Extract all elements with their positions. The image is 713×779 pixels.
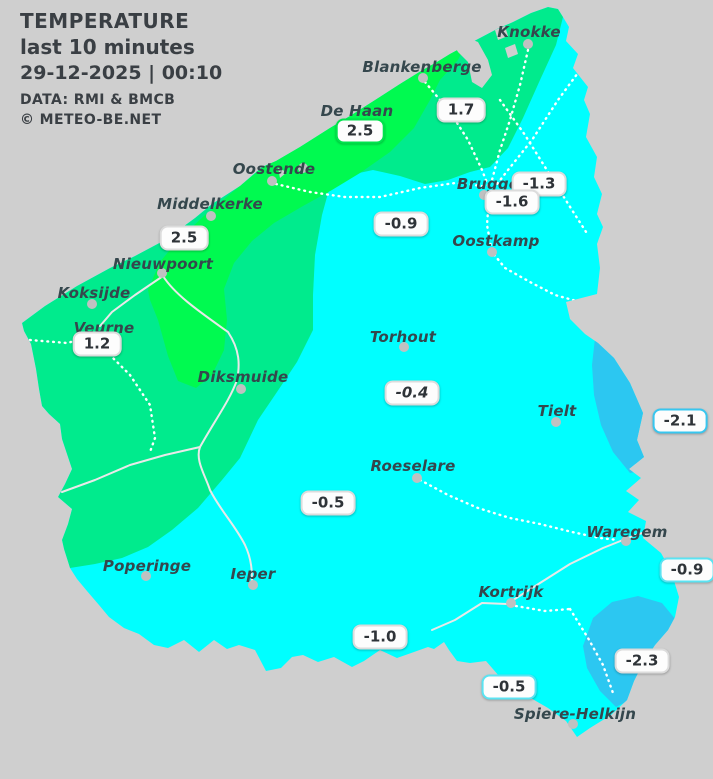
city-label-tielt: Tielt bbox=[537, 402, 577, 420]
city-label-poperinge: Poperinge bbox=[102, 557, 192, 575]
station-dot-diksmuide bbox=[236, 384, 246, 394]
station-dot-spiere bbox=[568, 719, 578, 729]
temp-badge-tielt-east: -2.1 bbox=[652, 408, 708, 434]
station-dot-poperinge bbox=[141, 571, 151, 581]
city-label-oostkamp: Oostkamp bbox=[452, 232, 540, 250]
station-dot-dehaan bbox=[298, 163, 308, 173]
temp-badge-torhout: -0.4 bbox=[384, 380, 440, 406]
temp-badge-spiere: -0.5 bbox=[481, 674, 537, 700]
station-dot-brugge bbox=[479, 190, 489, 200]
city-label-kortrijk: Kortrijk bbox=[478, 583, 544, 601]
city-label-diksmuide: Diksmuide bbox=[197, 368, 289, 386]
station-dot-knokke bbox=[523, 39, 533, 49]
subtitle: last 10 minutes bbox=[20, 35, 195, 59]
temp-badge-waregem: -0.9 bbox=[659, 557, 713, 583]
city-label-torhout: Torhout bbox=[369, 328, 437, 346]
temp-badge-dehaan: 2.5 bbox=[335, 118, 385, 144]
city-label-knokke: Knokke bbox=[497, 23, 561, 41]
city-label-koksijde: Koksijde bbox=[57, 284, 131, 302]
city-label-oostende: Oostende bbox=[232, 160, 316, 178]
city-label-blankenberge: Blankenberge bbox=[362, 58, 482, 76]
zone-spring-green bbox=[22, 7, 563, 568]
station-dot-ieper bbox=[248, 580, 258, 590]
station-dot-roeselare bbox=[412, 473, 422, 483]
station-dot-tielt bbox=[551, 417, 561, 427]
city-label-brugge: Brugge bbox=[456, 175, 520, 193]
city-label-ieper: Ieper bbox=[230, 565, 276, 583]
city-label-waregem: Waregem bbox=[586, 523, 668, 541]
station-dot-nieuwpoort bbox=[157, 268, 167, 278]
temp-badge-north: -0.9 bbox=[373, 211, 429, 237]
roads bbox=[28, 48, 620, 695]
temp-badge-veurne: 1.2 bbox=[72, 331, 122, 357]
zone-sky-blue-east bbox=[592, 338, 648, 473]
temp-badge-roeselare: -0.5 bbox=[300, 490, 356, 516]
zeebrugge-harbour bbox=[278, 24, 518, 178]
datetime-label: 29-12-2025 | 00:10 bbox=[20, 62, 223, 84]
station-dot-middelkerke bbox=[206, 211, 216, 221]
city-label-spiere: Spiere-Helkijn bbox=[513, 705, 637, 723]
station-dot-kortrijk bbox=[506, 598, 516, 608]
station-dot-torhout bbox=[399, 342, 409, 352]
temp-badge-southeast: -2.3 bbox=[614, 648, 670, 674]
station-dot-koksijde bbox=[87, 299, 97, 309]
station-dot-blankenberge bbox=[418, 73, 428, 83]
station-dot-oostkamp bbox=[487, 247, 497, 257]
map-header: TEMPERATURE last 10 minutes 29-12-2025 |… bbox=[20, 8, 222, 130]
city-label-nieuwpoort: Nieuwpoort bbox=[112, 255, 214, 273]
temp-badge-middelkerke: 2.5 bbox=[159, 225, 209, 251]
temp-badge-brugge-2: -1.6 bbox=[484, 189, 540, 215]
station-dot-oostende bbox=[267, 176, 277, 186]
station-dot-waregem bbox=[621, 536, 631, 546]
temp-badge-blankenberge: 1.7 bbox=[436, 97, 486, 123]
zone-bright-green bbox=[148, 40, 468, 388]
page-title: TEMPERATURE bbox=[20, 9, 190, 33]
data-source-label: DATA: RMI & BMCB bbox=[20, 92, 176, 108]
city-label-dehaan: De Haan bbox=[320, 102, 394, 120]
copyright-label: © METEO-BE.NET bbox=[20, 112, 162, 128]
city-label-middelkerke: Middelkerke bbox=[157, 195, 263, 213]
temp-badge-south: -1.0 bbox=[352, 624, 408, 650]
city-label-roeselare: Roeselare bbox=[370, 457, 456, 475]
